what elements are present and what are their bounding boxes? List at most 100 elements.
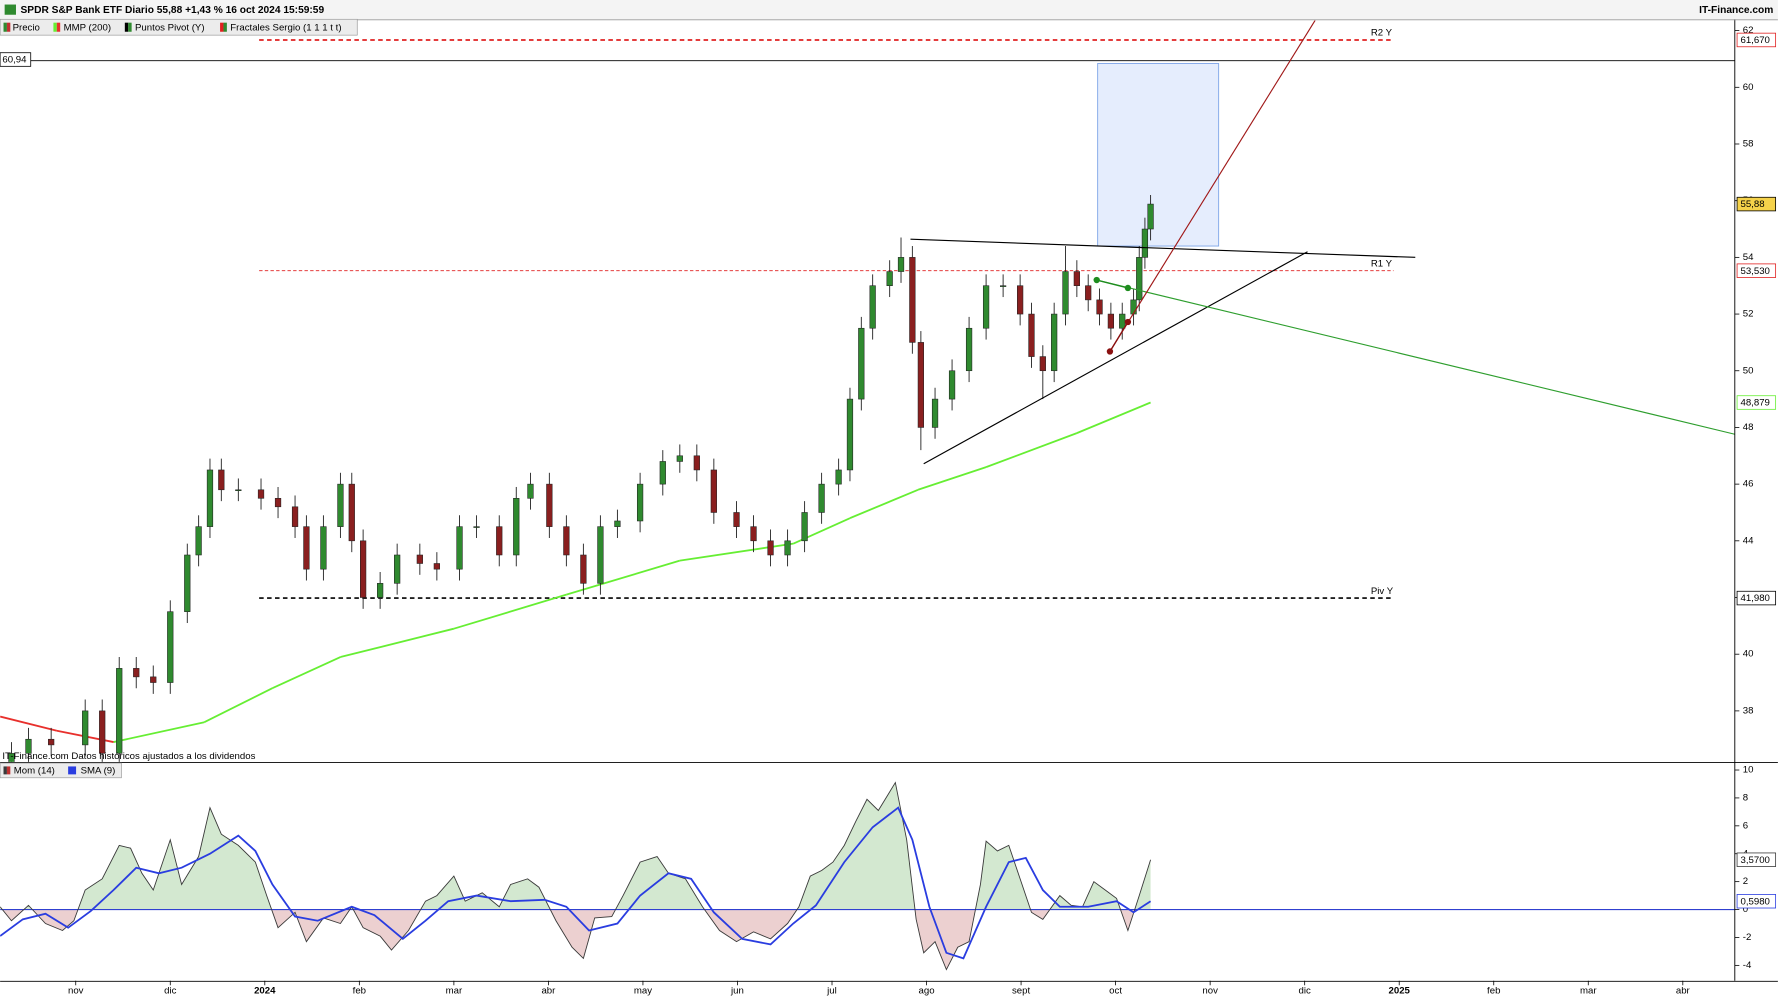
x-tick-label: dic — [164, 985, 176, 996]
trend-line — [923, 251, 1308, 465]
candle-body — [348, 483, 355, 542]
candle-body — [8, 753, 15, 762]
price-tag: 41,980 — [1740, 593, 1769, 604]
candle-body — [563, 526, 570, 556]
y-tick-label: -2 — [1743, 932, 1752, 943]
candle-body — [1062, 271, 1069, 315]
momentum-area-positive — [0, 782, 1151, 910]
candle-body — [636, 483, 644, 522]
candle-body — [99, 710, 106, 754]
target-box — [1097, 63, 1220, 247]
candle-body — [1028, 313, 1035, 357]
legend-swatch — [6, 22, 11, 32]
price-tag: 0,5980 — [1740, 896, 1769, 907]
moving-average — [271, 656, 341, 690]
candle-body — [235, 489, 242, 491]
y-tick-label: 58 — [1743, 139, 1754, 150]
candle-body — [360, 540, 367, 598]
y-tick-label: 54 — [1743, 252, 1754, 263]
candle-body — [846, 398, 854, 471]
moving-average — [340, 627, 455, 658]
candle-body — [513, 498, 520, 556]
candle-body — [818, 483, 825, 513]
price-tag-box — [1736, 894, 1777, 909]
legend-swatch — [124, 22, 129, 32]
legend-swatch — [3, 766, 7, 775]
fractal-point — [1124, 284, 1132, 292]
x-tick-label: nov — [1202, 985, 1218, 996]
x-tick-label: feb — [1487, 985, 1500, 996]
price-tag-box — [1736, 852, 1777, 867]
y-tick-label: 38 — [1743, 705, 1754, 716]
candle-body — [496, 526, 503, 556]
moving-average — [566, 559, 681, 596]
y-tick-label: 60 — [1743, 82, 1754, 93]
candle-body — [767, 540, 774, 556]
price-tag-box — [1736, 590, 1777, 606]
candle-body — [733, 512, 740, 527]
legend-swatch — [53, 22, 57, 32]
momentum-panel — [0, 781, 1735, 971]
y-tick-label: 8 — [1743, 792, 1748, 803]
candle-body — [965, 327, 973, 372]
candle-body — [897, 257, 905, 272]
x-tick-label: abr — [1676, 985, 1691, 996]
cursor-tag: 60,94 — [2, 55, 27, 66]
candle-body — [1017, 285, 1024, 315]
candle-body — [1136, 257, 1143, 301]
candle-body — [82, 710, 89, 746]
candle-body — [473, 526, 480, 528]
candle-body — [1107, 313, 1115, 329]
x-tick-label: 2025 — [1388, 985, 1410, 996]
candle-body — [456, 526, 463, 570]
price-panel: R2 Y R1 Y Piv Y — [0, 20, 1735, 762]
pivot-name: Piv Y — [1371, 586, 1394, 597]
candle-body — [1051, 313, 1058, 372]
candle-body — [858, 327, 865, 400]
candle-body — [1130, 299, 1137, 315]
candle-body — [580, 554, 587, 584]
x-tick-label: ago — [919, 985, 935, 996]
y-tick-label: 50 — [1743, 365, 1754, 376]
price-tag: 53,530 — [1740, 266, 1769, 277]
x-tick-label: mar — [1580, 985, 1597, 996]
chart-title: SPDR S&P Bank ETF Diario 55,88 +1,43 % 1… — [21, 5, 325, 16]
trend-line — [1096, 279, 1735, 435]
legend-swatch — [128, 22, 132, 32]
candle-body — [869, 285, 876, 329]
y-tick-label: 2 — [1743, 876, 1748, 887]
candle-body — [1085, 285, 1092, 301]
candle-body — [931, 398, 939, 428]
x-tick-label: sept — [1012, 985, 1031, 996]
y-tick-label: 40 — [1743, 649, 1754, 660]
fractal-point — [1124, 318, 1132, 326]
legend-box — [0, 18, 358, 36]
candle-body — [693, 455, 700, 471]
legend-label: MMP (200) — [64, 22, 111, 33]
candle-body — [303, 526, 310, 570]
pivot-name: R2 Y — [1371, 28, 1393, 39]
candle-body — [614, 520, 621, 527]
price-tag-box — [1736, 395, 1777, 410]
candle-body — [133, 668, 140, 678]
y-tick-label: 10 — [1743, 765, 1754, 776]
candle-body — [801, 512, 808, 542]
x-tick-label: 2024 — [254, 985, 276, 996]
legend-label: SMA (9) — [81, 766, 116, 777]
x-tick-label: jul — [826, 985, 837, 996]
cursor-tag-box — [0, 52, 32, 67]
trend-line — [910, 238, 1416, 258]
moving-average — [453, 593, 567, 630]
y-tick-label: 6 — [1743, 820, 1748, 831]
candle-body — [25, 738, 32, 754]
candle-body — [546, 483, 553, 527]
brand: IT-Finance.com — [1699, 5, 1773, 16]
price-tag-box — [1736, 196, 1777, 212]
moving-average — [849, 488, 919, 519]
candle-body — [1096, 299, 1103, 315]
legend-swatch — [6, 766, 11, 775]
price-tag: 48,879 — [1740, 398, 1769, 409]
candle-body — [433, 563, 440, 570]
x-tick-label: feb — [353, 985, 366, 996]
candle-body — [337, 483, 344, 527]
